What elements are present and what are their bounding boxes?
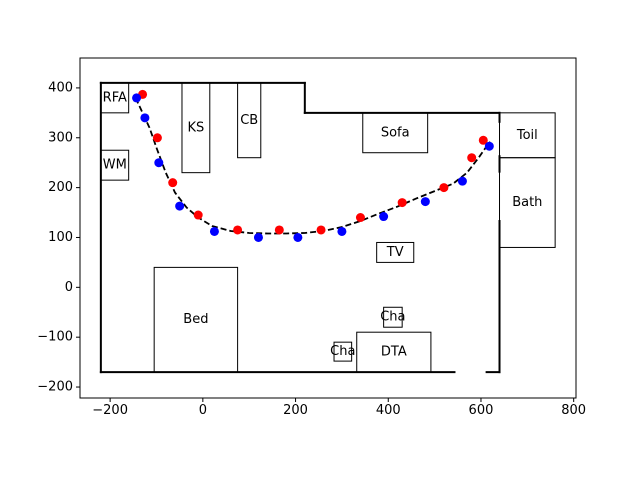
red-point — [274, 225, 284, 235]
blue-point — [484, 141, 494, 151]
y-tick-label: 0 — [65, 280, 73, 295]
red-point — [397, 198, 407, 208]
y-tick-label: 200 — [48, 180, 73, 195]
blue-point — [253, 232, 263, 242]
red-point — [152, 133, 162, 143]
y-tick-label: −200 — [37, 380, 73, 395]
furniture-box — [181, 82, 211, 174]
furniture-label: WM — [103, 158, 127, 173]
red-point — [193, 210, 203, 220]
furniture-label: KS — [187, 120, 204, 135]
red-point — [316, 225, 326, 235]
x-tick-label: 0 — [199, 403, 207, 418]
blue-point — [175, 201, 185, 211]
blue-point — [420, 197, 430, 207]
blue-point — [140, 113, 150, 123]
blue-point — [154, 158, 164, 168]
furniture-box — [333, 341, 353, 362]
blue-point — [457, 176, 467, 186]
furniture-label: Cha — [380, 310, 405, 325]
x-axis: −200 0 200 400 600 800 — [92, 398, 586, 418]
red-point — [168, 178, 178, 188]
plot-area: RFA WM KS CB Sofa Toil Bath TV Bed Cha Cha DTA — [99, 81, 556, 374]
x-tick-label: 600 — [469, 403, 494, 418]
x-tick-label: −200 — [92, 403, 128, 418]
x-tick-label: 400 — [376, 403, 401, 418]
red-point — [467, 153, 477, 163]
blue-point — [379, 212, 389, 222]
furniture-box — [237, 82, 262, 159]
red-point — [355, 213, 365, 223]
red-point — [233, 225, 243, 235]
furniture-label: Sofa — [381, 125, 410, 140]
blue-point — [293, 232, 303, 242]
blue-point — [337, 226, 347, 236]
furniture-label: TV — [386, 245, 404, 260]
blue-point — [132, 93, 142, 103]
furniture-box — [356, 331, 432, 373]
furniture-label: Bed — [183, 312, 208, 327]
axes-frame — [79, 57, 577, 399]
furniture-box — [376, 241, 415, 263]
y-tick-label: 100 — [48, 230, 73, 245]
red-point — [439, 183, 449, 193]
furniture-label: CB — [240, 113, 258, 128]
y-tick-label: 400 — [48, 80, 73, 95]
furniture-label: Bath — [512, 195, 542, 210]
furniture-box — [362, 112, 429, 154]
y-tick-label: −100 — [37, 330, 73, 345]
furniture-label: RFA — [103, 90, 127, 105]
furniture-box — [100, 82, 130, 114]
x-tick-label: 800 — [561, 403, 586, 418]
furniture-box — [153, 266, 239, 373]
furniture-label: Toil — [516, 128, 538, 143]
furniture-box — [100, 149, 130, 181]
y-tick-label: 300 — [48, 130, 73, 145]
furniture-label: Cha — [330, 344, 355, 359]
y-axis: −200 −100 0 100 200 300 400 — [37, 80, 80, 395]
furniture-label: DTA — [381, 345, 407, 360]
red-point — [478, 135, 488, 145]
furniture-box — [499, 157, 556, 248]
furniture-box — [383, 306, 403, 328]
planned-path-line — [134, 97, 491, 235]
x-tick-label: 200 — [283, 403, 308, 418]
blue-point — [209, 226, 219, 236]
